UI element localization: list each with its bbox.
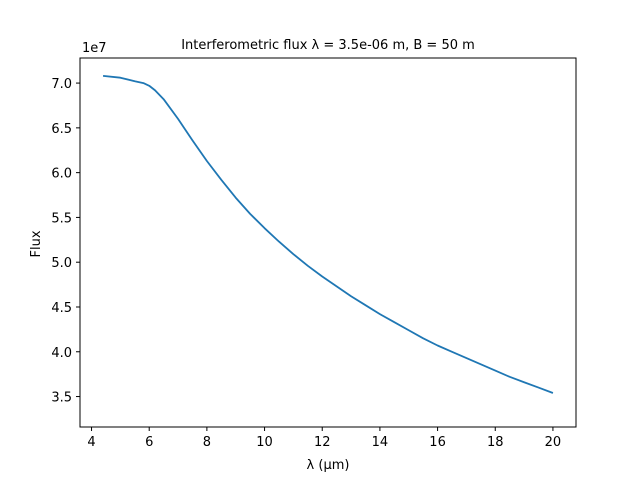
y-tick-label: 7.0 <box>51 77 72 92</box>
x-tick-label: 14 <box>372 435 389 450</box>
y-tick-label: 5.5 <box>51 211 72 226</box>
plot-area: 4 6 8 10 12 14 16 18 20 3.5 4.0 4.5 5.0 5.5 6.0 6.5 7.0 <box>51 57 577 450</box>
x-tick-label: 10 <box>256 435 273 450</box>
x-tick-label: 6 <box>145 435 153 450</box>
series-line-0 <box>102 75 554 394</box>
y-tick-label: 6.0 <box>51 167 72 182</box>
y-tick-label: 6.5 <box>51 122 72 137</box>
y-offset-label: 1e7 <box>82 41 107 56</box>
axes-frame <box>79 57 577 428</box>
chart-title: Interferometric flux λ = 3.5e-06 m, B = … <box>181 38 475 53</box>
y-tick-label: 4.0 <box>51 346 72 361</box>
x-tick-label: 20 <box>545 435 562 450</box>
x-tick-label: 8 <box>203 435 211 450</box>
y-axis-label: Flux <box>29 230 44 257</box>
y-tick-label: 3.5 <box>51 391 72 406</box>
x-axis-label: λ (μm) <box>307 458 350 473</box>
x-tick-label: 4 <box>87 435 95 450</box>
y-tick-label: 4.5 <box>51 301 72 316</box>
y-tick-label: 5.0 <box>51 256 72 271</box>
x-tick-label: 18 <box>487 435 504 450</box>
x-tick-label: 16 <box>429 435 446 450</box>
x-tick-label: 12 <box>314 435 331 450</box>
